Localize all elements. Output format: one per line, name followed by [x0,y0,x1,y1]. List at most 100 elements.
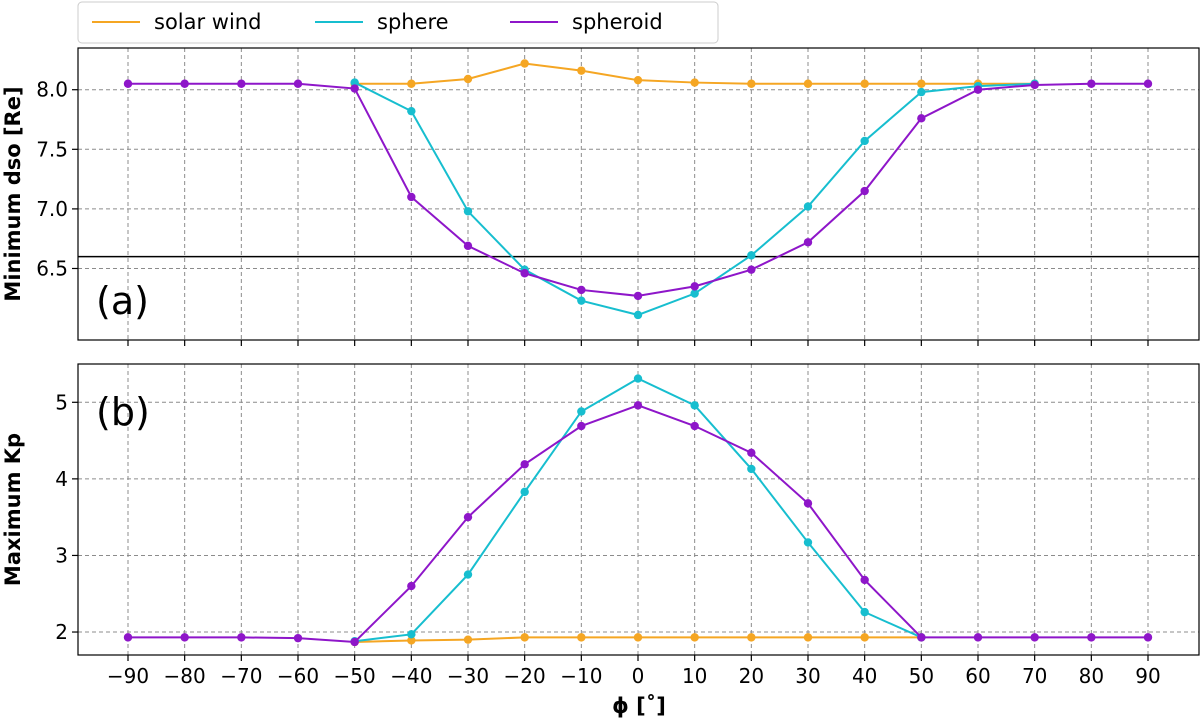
data-point-spheroid-b-10 [690,421,699,431]
y-tick-label-b-2: 4 [55,467,68,491]
data-point-spheroid-b-7 [520,460,529,469]
x-tick-label-6: −30 [447,664,489,688]
data-point-sphere-a-5 [407,106,416,116]
x-axis-label: ϕ [˚] [612,694,666,718]
data-point-sphere-b-13 [860,607,869,617]
x-tick-label-3: −60 [277,664,319,688]
data-point-spheroid-b-2 [237,633,246,642]
data-point-sphere-b-6 [463,570,473,579]
data-point-spheroid-a-7 [520,269,529,278]
data-point-solar-wind-b-8 [577,633,586,642]
data-point-spheroid-a-9 [633,291,643,301]
data-point-solar-wind-b-10 [690,633,699,642]
data-point-spheroid-a-0 [123,79,133,88]
y-tick-label-a-2: 7.5 [36,137,68,161]
y-axis-label-a: Minimum dso [Re] [1,86,25,301]
data-point-spheroid-b-15 [973,633,983,642]
data-point-spheroid-a-2 [237,79,246,88]
legend-box [77,1,719,44]
x-tick-label-14: 50 [909,664,934,688]
data-point-sphere-a-11 [747,251,756,260]
data-point-spheroid-a-10 [690,282,699,291]
data-point-sphere-a-13 [860,136,869,146]
data-point-solar-wind-a-6 [463,74,473,84]
x-tick-label-12: 30 [795,664,820,688]
data-point-solar-wind-a-12 [803,79,813,88]
data-point-sphere-b-8 [577,407,586,416]
data-point-spheroid-b-17 [1087,633,1096,642]
panel-label-a: (a) [96,279,149,323]
y-tick-label-a-1: 7.0 [36,197,68,221]
data-point-sphere-a-6 [463,207,473,216]
data-point-spheroid-b-11 [747,448,756,458]
y-tick-label-b-0: 2 [55,620,68,644]
data-point-solar-wind-b-6 [463,635,473,644]
x-tick-label-5: −40 [390,664,432,688]
data-point-spheroid-b-14 [917,633,926,642]
data-point-spheroid-b-1 [180,633,189,642]
data-point-solar-wind-a-14 [917,79,926,88]
data-point-solar-wind-a-11 [747,79,756,88]
x-tick-label-8: −10 [560,664,602,688]
data-point-sphere-a-14 [917,87,926,97]
data-point-spheroid-b-8 [577,421,586,431]
data-point-sphere-b-7 [520,487,529,497]
legend-label-spheroid: spheroid [572,10,663,34]
x-tick-label-10: 10 [682,664,707,688]
series-line-sphere-b [354,377,922,643]
x-tick-label-11: 20 [739,664,764,688]
x-tick-label-0: −90 [107,664,149,688]
data-point-spheroid-a-3 [293,79,303,88]
data-point-solar-wind-a-10 [690,78,699,87]
y-tick-label-a-0: 6.5 [36,256,68,280]
x-tick-label-9: 0 [632,664,645,688]
data-point-spheroid-a-13 [860,186,869,196]
x-tick-label-1: −80 [164,664,206,688]
data-point-spheroid-a-8 [577,285,586,295]
data-point-solar-wind-b-9 [633,633,643,642]
data-point-spheroid-a-17 [1087,79,1096,88]
x-tick-label-18: 90 [1135,664,1160,688]
data-point-spheroid-a-15 [973,85,983,94]
x-tick-label-4: −50 [334,664,376,688]
panel-label-b: (b) [96,390,150,434]
data-point-spheroid-b-18 [1143,633,1153,642]
data-point-solar-wind-a-5 [407,79,416,88]
x-tick-label-2: −70 [220,664,262,688]
data-point-spheroid-b-13 [860,575,869,585]
data-point-spheroid-a-12 [803,238,813,247]
data-point-solar-wind-b-7 [520,633,529,642]
data-point-solar-wind-a-13 [860,79,869,88]
data-point-spheroid-b-3 [293,633,303,643]
series-line-spheroid-b [128,404,1148,644]
data-point-solar-wind-a-7 [520,59,529,68]
data-point-spheroid-b-12 [803,499,813,508]
data-point-sphere-b-10 [690,401,699,410]
x-tick-label-16: 70 [1022,664,1047,688]
data-point-spheroid-b-9 [633,401,643,410]
x-tick-label-17: 80 [1079,664,1104,688]
data-point-solar-wind-b-12 [803,633,813,642]
data-point-solar-wind-b-13 [860,633,869,642]
data-point-spheroid-a-11 [747,265,756,274]
data-point-spheroid-b-4 [350,637,359,647]
data-point-spheroid-b-0 [123,633,133,642]
data-point-solar-wind-b-5 [407,636,416,645]
y-tick-label-b-1: 3 [55,543,68,567]
data-point-spheroid-a-5 [407,192,416,202]
data-point-sphere-b-12 [803,538,813,547]
data-point-sphere-a-12 [803,202,813,211]
y-tick-label-b-3: 5 [55,390,68,414]
data-point-spheroid-a-4 [350,84,359,93]
legend: solar wind sphere spheroid [77,1,719,44]
legend-label-solar-wind: solar wind [154,10,261,34]
data-point-spheroid-b-16 [1030,633,1039,642]
data-point-sphere-b-5 [407,630,416,639]
y-axis-label-b: Maximum Kp [1,433,25,586]
panel-a: 6.5 7.0 7.5 8.0 (a) Minimum dso [Re] [1,47,1200,346]
data-point-spheroid-a-14 [917,114,926,123]
data-point-sphere-a-8 [577,296,586,305]
x-tick-label-15: 60 [965,664,990,688]
data-point-spheroid-a-18 [1143,79,1153,88]
